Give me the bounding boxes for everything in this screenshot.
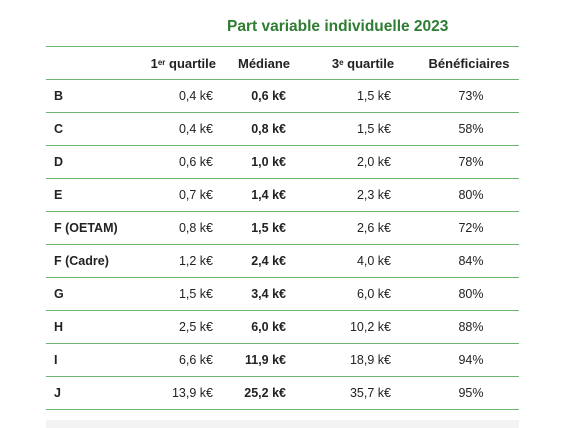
beneficiaries-value: 84%	[458, 254, 484, 268]
table-row: E 0,7 k€ 1,4 k€ 2,3 k€ 80%	[46, 179, 519, 211]
beneficiaries-value: 80%	[458, 287, 484, 301]
first-quartile-value: 2,5 k€	[178, 320, 213, 334]
first-quartile-value: 13,9 k€	[171, 386, 213, 400]
third-quartile-value: 18,9 k€	[349, 353, 391, 367]
median-value: 1,4 k€	[251, 188, 286, 202]
table-bottom-rule	[46, 409, 519, 410]
median-value: 11,9 k€	[244, 353, 286, 367]
row-label: E	[54, 188, 63, 202]
table-row: D 0,6 k€ 1,0 k€ 2,0 k€ 78%	[46, 146, 519, 178]
third-quartile-value: 2,6 k€	[356, 221, 391, 235]
first-quartile-value: 1,2 k€	[178, 254, 213, 268]
row-rule	[46, 376, 519, 377]
table-row: C 0,4 k€ 0,8 k€ 1,5 k€ 58%	[46, 113, 519, 145]
beneficiaries-value: 73%	[458, 89, 484, 103]
table-row: J 13,9 k€ 25,2 k€ 35,7 k€ 95%	[46, 377, 519, 409]
row-rule	[46, 178, 519, 179]
first-quartile-value: 0,4 k€	[178, 122, 213, 136]
third-quartile-value: 1,5 k€	[356, 122, 391, 136]
row-rule	[46, 310, 519, 311]
row-label: F (Cadre)	[54, 254, 109, 268]
first-quartile-value: 0,8 k€	[178, 221, 213, 235]
row-rule	[46, 244, 519, 245]
table-row: B 0,4 k€ 0,6 k€ 1,5 k€ 73%	[46, 80, 519, 112]
beneficiaries-value: 94%	[458, 353, 484, 367]
row-label: D	[54, 155, 64, 169]
first-quartile-value: 0,4 k€	[178, 89, 213, 103]
table-row: F (Cadre) 1,2 k€ 2,4 k€ 4,0 k€ 84%	[46, 245, 519, 277]
row-label: I	[54, 353, 58, 367]
beneficiaries-value: 72%	[458, 221, 484, 235]
third-quartile-value: 1,5 k€	[356, 89, 391, 103]
footer-band	[46, 420, 519, 428]
third-quartile-value: 4,0 k€	[356, 254, 391, 268]
row-label: C	[54, 122, 64, 136]
first-quartile-value: 6,6 k€	[178, 353, 213, 367]
median-value: 1,0 k€	[251, 155, 286, 169]
beneficiaries-value: 78%	[458, 155, 484, 169]
third-quartile-value: 2,0 k€	[356, 155, 391, 169]
table-top-rule	[46, 46, 519, 47]
row-rule	[46, 277, 519, 278]
table-row: H 2,5 k€ 6,0 k€ 10,2 k€ 88%	[46, 311, 519, 343]
first-quartile-value: 1,5 k€	[178, 287, 213, 301]
first-quartile-value: 0,7 k€	[178, 188, 213, 202]
first-quartile-value: 0,6 k€	[178, 155, 213, 169]
table-row: F (OETAM) 0,8 k€ 1,5 k€ 2,6 k€ 72%	[46, 212, 519, 244]
median-value: 0,6 k€	[251, 89, 286, 103]
beneficiaries-value: 80%	[458, 188, 484, 202]
median-value: 25,2 k€	[244, 386, 286, 400]
median-value: 2,4 k€	[251, 254, 286, 268]
header-first-quartile: 1 er quartile	[150, 55, 216, 71]
row-label: G	[54, 287, 64, 301]
beneficiaries-value: 95%	[458, 386, 484, 400]
row-label: F (OETAM)	[54, 221, 118, 235]
row-label: B	[54, 89, 64, 103]
table-title: Part variable individuelle 2023	[227, 18, 449, 35]
table-row: I 6,6 k€ 11,9 k€ 18,9 k€ 94%	[46, 344, 519, 376]
row-rule	[46, 145, 519, 146]
row-rule	[46, 112, 519, 113]
median-value: 0,8 k€	[251, 122, 286, 136]
third-quartile-value: 2,3 k€	[356, 188, 391, 202]
row-rule	[46, 343, 519, 344]
beneficiaries-value: 58%	[458, 122, 484, 136]
median-value: 1,5 k€	[251, 221, 286, 235]
row-label: H	[54, 320, 64, 334]
row-label: J	[54, 386, 61, 400]
median-value: 3,4 k€	[251, 287, 286, 301]
header-median: Médiane	[237, 55, 290, 71]
header-beneficiaries: Bénéficiaires	[428, 55, 510, 71]
header-rule	[46, 79, 519, 80]
third-quartile-value: 6,0 k€	[356, 287, 391, 301]
table-row: G 1,5 k€ 3,4 k€ 6,0 k€ 80%	[46, 278, 519, 310]
beneficiaries-value: 88%	[458, 320, 484, 334]
row-rule	[46, 211, 519, 212]
third-quartile-value: 10,2 k€	[349, 320, 391, 334]
median-value: 6,0 k€	[251, 320, 286, 334]
third-quartile-value: 35,7 k€	[349, 386, 391, 400]
